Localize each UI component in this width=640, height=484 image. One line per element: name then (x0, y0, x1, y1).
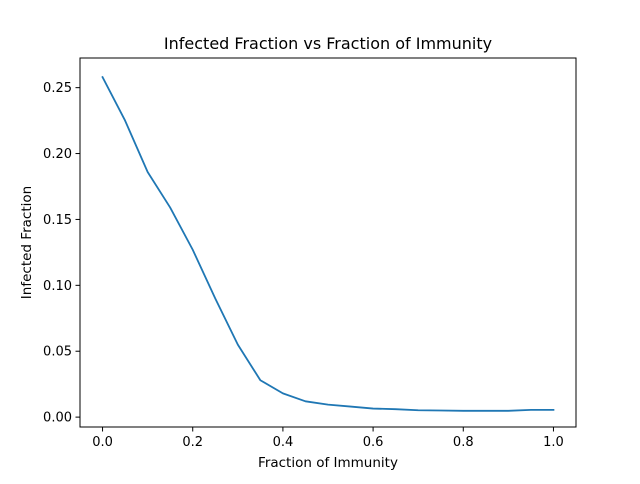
y-axis-label: Infected Fraction (19, 186, 35, 299)
y-tick-label: 0.10 (43, 279, 72, 294)
y-axis-ticks: 0.00 0.05 0.10 0.15 0.20 0.25 (43, 81, 80, 426)
y-tick-label: 0.25 (43, 81, 72, 96)
y-tick-label: 0.15 (43, 213, 72, 228)
x-axis-ticks: 0.0 0.2 0.4 0.6 0.8 1.0 (92, 427, 564, 450)
series-line-0 (101, 75, 555, 412)
y-tick-label: 0.00 (43, 411, 72, 426)
plot-area (101, 75, 555, 412)
x-tick-label: 0.6 (363, 435, 384, 450)
x-tick-label: 0.8 (453, 435, 474, 450)
chart-title: Infected Fraction vs Fraction of Immunit… (164, 34, 492, 53)
y-tick-label: 0.05 (43, 345, 72, 360)
y-tick-label: 0.20 (43, 147, 72, 162)
x-tick-label: 0.0 (92, 435, 113, 450)
axes-frame (79, 57, 577, 428)
x-tick-label: 1.0 (543, 435, 564, 450)
x-tick-label: 0.2 (182, 435, 203, 450)
x-axis-label: Fraction of Immunity (258, 455, 398, 471)
x-tick-label: 0.4 (273, 435, 294, 450)
